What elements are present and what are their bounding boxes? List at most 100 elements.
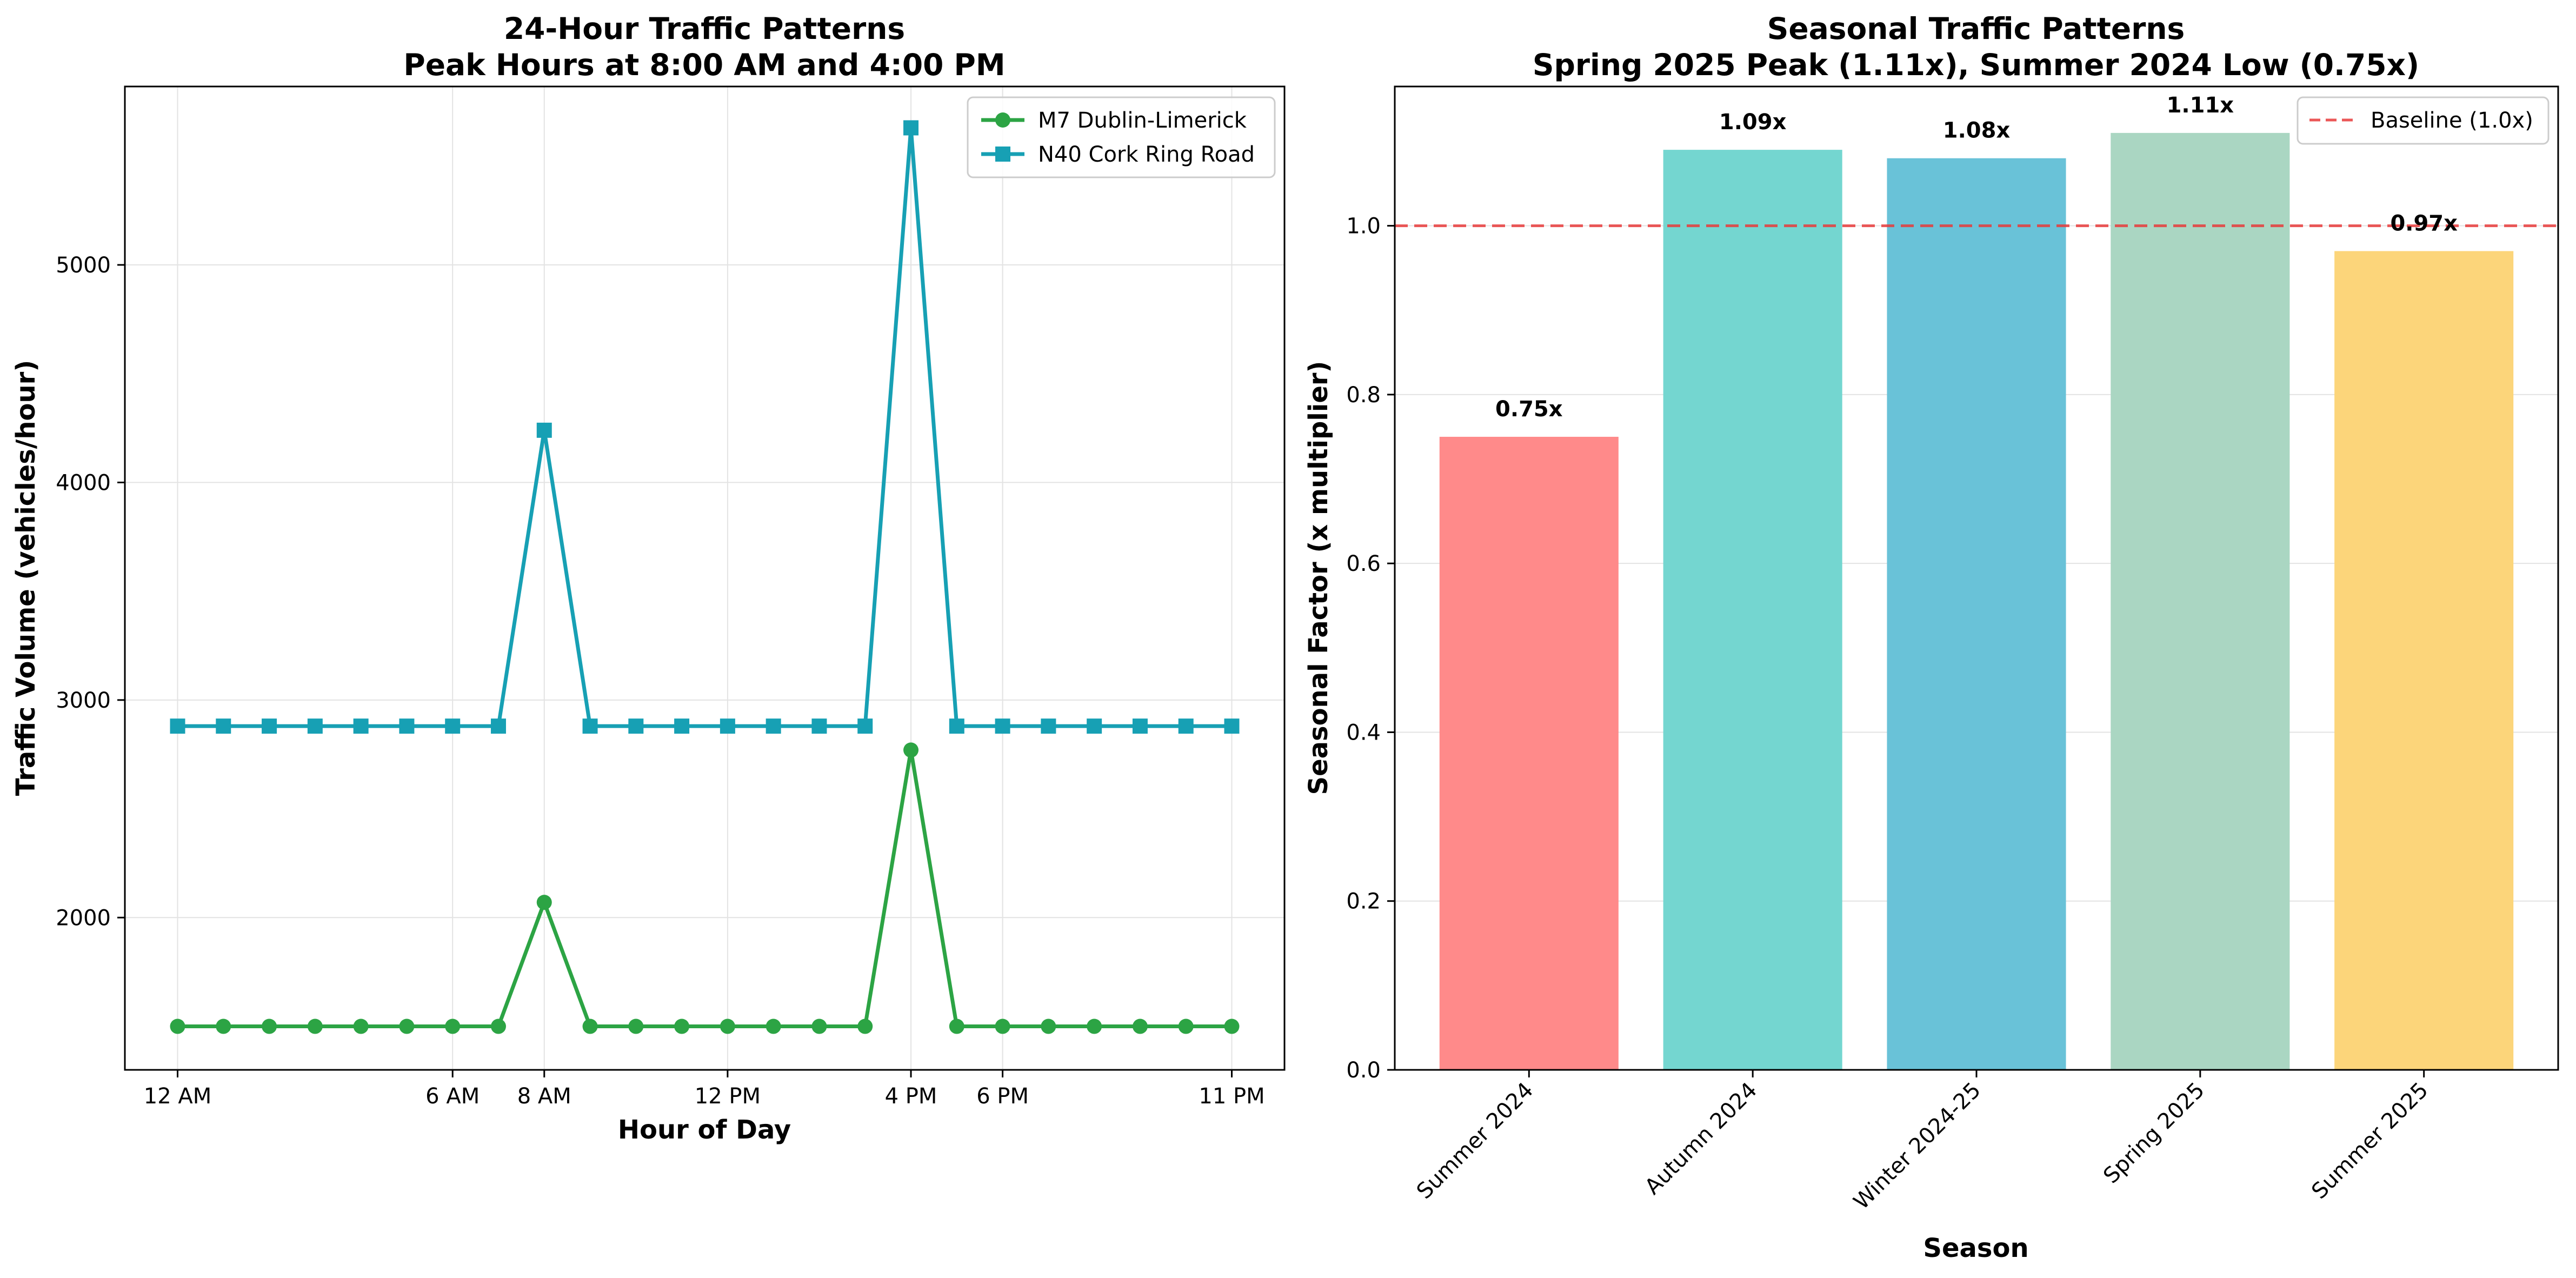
right-x-tick-label: Spring 2025 <box>2099 1078 2209 1189</box>
bar <box>1439 436 1619 1070</box>
data-point <box>536 895 552 910</box>
data-point <box>399 1019 415 1034</box>
bar-value-label: 0.97x <box>2390 211 2458 236</box>
right-chart-title: Seasonal Traffic Patterns <box>1767 11 2185 46</box>
data-point <box>1132 718 1148 734</box>
series-line-0 <box>177 748 1232 1029</box>
data-point <box>1041 718 1056 734</box>
data-point <box>170 718 185 734</box>
data-point <box>720 718 735 734</box>
data-point <box>857 1019 873 1034</box>
hourly-traffic-chart: 24-Hour Traffic Patterns Peak Hours at 8… <box>11 11 1286 1145</box>
left-x-tick-label: 12 AM <box>144 1084 212 1109</box>
data-point <box>995 718 1010 734</box>
bar <box>2111 132 2290 1070</box>
data-point <box>674 718 690 734</box>
data-point <box>216 1019 231 1034</box>
data-point <box>399 718 415 734</box>
left-legend: M7 Dublin-Limerick N40 Cork Ring Road <box>967 96 1276 178</box>
legend-marker-m7 <box>995 112 1010 128</box>
right-x-tick-label: Autumn 2024 <box>1640 1078 1762 1200</box>
left-y-tick-label: 2000 <box>56 906 111 930</box>
legend-label-m7: M7 Dublin-Limerick <box>1038 108 1247 133</box>
left-plot-frame <box>124 85 1286 1071</box>
right-y-axis-label: Seasonal Factor (x multiplier) <box>1303 361 1334 795</box>
data-point <box>1132 1019 1148 1034</box>
data-point <box>766 718 781 734</box>
left-x-tick-label: 4 PM <box>885 1084 937 1109</box>
data-point <box>995 1019 1010 1034</box>
data-point <box>353 718 369 734</box>
bar <box>2334 251 2514 1070</box>
bar <box>1663 150 1842 1070</box>
left-x-tick-label: 11 PM <box>1199 1084 1264 1109</box>
data-point <box>720 1019 735 1034</box>
data-point <box>490 718 506 734</box>
data-point <box>628 718 644 734</box>
right-bars-group <box>1439 132 2514 1070</box>
left-y-tick-label: 3000 <box>56 688 111 713</box>
data-point <box>262 1019 277 1034</box>
left-grid <box>125 86 1284 1070</box>
data-point <box>903 742 919 758</box>
data-point <box>949 718 964 734</box>
left-y-tick-label: 5000 <box>56 253 111 278</box>
data-point <box>445 718 461 734</box>
right-y-tick-label: 0.8 <box>1346 383 1381 408</box>
bar-value-label: 1.11x <box>2167 93 2234 118</box>
left-series-group <box>170 120 1240 1034</box>
data-point <box>582 718 598 734</box>
legend-marker-n40 <box>995 147 1010 162</box>
data-point <box>811 718 827 734</box>
data-point <box>170 1019 185 1034</box>
data-point <box>1178 718 1194 734</box>
data-point <box>674 1019 690 1034</box>
right-legend-box <box>2297 96 2550 145</box>
right-x-tick-label: Winter 2024-25 <box>1849 1078 1986 1215</box>
data-point <box>1041 1019 1056 1034</box>
data-point <box>1087 1019 1102 1034</box>
left-x-tick-label: 6 PM <box>976 1084 1029 1109</box>
series-line-1 <box>177 125 1232 728</box>
seasonal-traffic-chart: Seasonal Traffic Patterns Spring 2025 Pe… <box>1303 11 2559 1263</box>
data-point <box>903 120 919 136</box>
right-bar-labels: 0.75x 1.09x 1.08x 1.11x 0.97x <box>1495 93 2458 422</box>
data-point <box>536 422 552 438</box>
right-x-tick-label: Summer 2025 <box>2307 1078 2433 1204</box>
left-x-axis-label: Hour of Day <box>618 1115 791 1145</box>
left-ticks: 12 AM 6 AM 8 AM 12 PM 4 PM 6 PM 11 PM 2000 3000 4… <box>56 253 1264 1109</box>
right-y-tick-label: 1.0 <box>1346 214 1381 239</box>
data-point <box>445 1019 461 1034</box>
data-point <box>1224 1019 1240 1034</box>
bar-value-label: 1.08x <box>1943 118 2011 143</box>
right-y-tick-label: 0.6 <box>1346 551 1381 576</box>
data-point <box>811 1019 827 1034</box>
legend-label-n40: N40 Cork Ring Road <box>1038 142 1255 167</box>
right-y-tick-label: 0.0 <box>1346 1058 1381 1083</box>
right-x-axis-label: Season <box>1923 1233 2028 1263</box>
data-point <box>490 1019 506 1034</box>
data-point <box>1087 718 1102 734</box>
legend-label-baseline: Baseline (1.0x) <box>2371 108 2533 133</box>
right-chart-subtitle: Spring 2025 Peak (1.11x), Summer 2024 Lo… <box>1533 48 2419 82</box>
left-x-tick-label: 12 PM <box>695 1084 761 1109</box>
data-point <box>949 1019 964 1034</box>
left-chart-subtitle: Peak Hours at 8:00 AM and 4:00 PM <box>403 48 1005 82</box>
left-legend-box <box>967 96 1276 178</box>
bar <box>1887 158 2066 1070</box>
left-x-tick-label: 8 AM <box>517 1084 571 1109</box>
right-legend: Baseline (1.0x) <box>2297 96 2550 145</box>
left-y-axis-label: Traffic Volume (vehicles/hour) <box>11 360 41 796</box>
data-point <box>1178 1019 1194 1034</box>
data-point <box>307 718 323 734</box>
bar-value-label: 0.75x <box>1495 397 1563 422</box>
left-y-tick-label: 4000 <box>56 470 111 495</box>
data-point <box>216 718 231 734</box>
right-y-tick-label: 0.4 <box>1346 720 1381 745</box>
left-chart-title: 24-Hour Traffic Patterns <box>504 11 905 46</box>
data-point <box>262 718 277 734</box>
data-point <box>582 1019 598 1034</box>
data-point <box>628 1019 644 1034</box>
left-x-tick-label: 6 AM <box>425 1084 480 1109</box>
